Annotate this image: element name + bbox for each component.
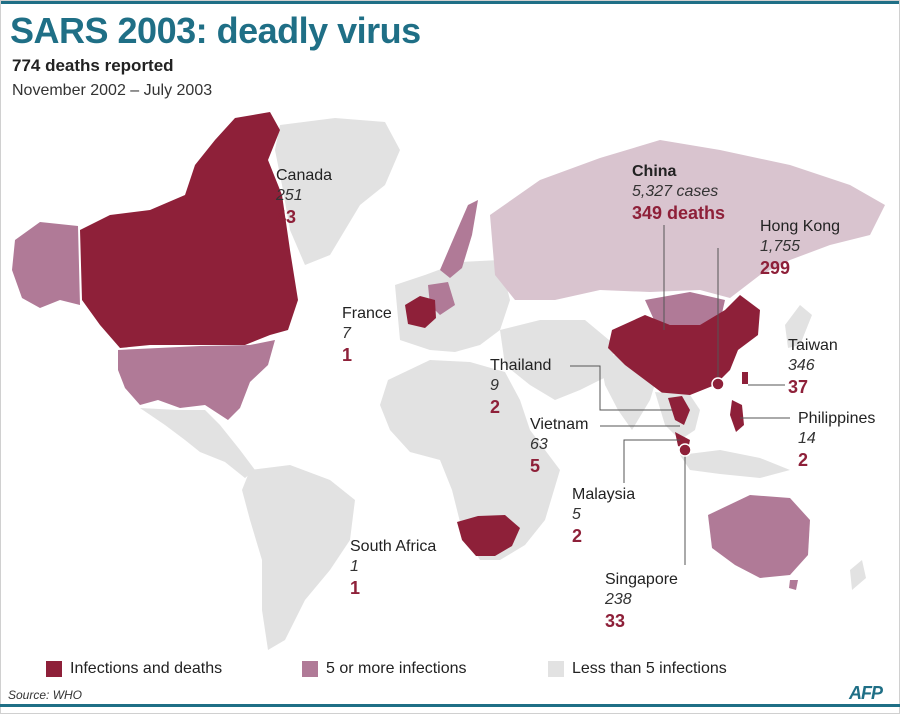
label-france: France 7 1 bbox=[342, 304, 392, 367]
usa-shape bbox=[118, 340, 275, 420]
russia-shape bbox=[490, 140, 885, 300]
case-count: 1,755 bbox=[760, 238, 801, 255]
afp-logo: AFP bbox=[849, 683, 883, 703]
map-legend: Infections and deaths 5 or more infectio… bbox=[0, 660, 900, 684]
singapore-marker bbox=[678, 443, 692, 457]
thailand-vietnam-shape bbox=[668, 396, 690, 425]
label-hongkong: Hong Kong 1,755 299 bbox=[760, 217, 840, 280]
france-shape bbox=[405, 296, 436, 328]
label-china: China 5,327 cases 349 deaths bbox=[632, 162, 725, 225]
legend-swatch bbox=[46, 661, 62, 677]
death-count: 37 bbox=[788, 377, 809, 397]
country-name: Hong Kong bbox=[760, 218, 841, 235]
death-count: 1 bbox=[342, 345, 353, 365]
mexico-shape bbox=[140, 408, 255, 478]
case-count: 238 bbox=[605, 591, 632, 608]
indonesia-shape bbox=[680, 450, 790, 478]
country-name: Thailand bbox=[490, 357, 552, 374]
middle-east-shape bbox=[500, 320, 615, 400]
label-south-africa: South Africa 1 1 bbox=[350, 537, 436, 600]
case-count: 251 bbox=[276, 187, 303, 204]
case-count: 5 bbox=[572, 506, 581, 523]
case-count: 5,327 cases bbox=[632, 183, 719, 200]
australia-shape bbox=[708, 495, 810, 578]
legend-label: 5 or more infections bbox=[326, 660, 467, 677]
country-name: Taiwan bbox=[788, 337, 838, 354]
greenland-shape bbox=[275, 118, 400, 265]
label-thailand: Thailand 9 2 bbox=[490, 356, 551, 419]
top-accent-line bbox=[0, 0, 900, 4]
deaths-subtitle: 774 deaths reported bbox=[12, 56, 174, 75]
tasmania-shape bbox=[789, 580, 798, 590]
country-name: Vietnam bbox=[530, 416, 589, 433]
alaska-shape bbox=[12, 222, 80, 308]
case-count: 63 bbox=[530, 436, 548, 453]
label-vietnam: Vietnam 63 5 bbox=[530, 415, 588, 478]
country-name: France bbox=[342, 305, 392, 322]
source-credit: Source: WHO bbox=[8, 688, 83, 702]
case-count: 7 bbox=[342, 325, 351, 342]
philippines-shape bbox=[730, 400, 744, 432]
page-title: SARS 2003: deadly virus bbox=[10, 10, 421, 51]
death-count: 5 bbox=[530, 456, 541, 476]
mongolia-shape bbox=[645, 292, 725, 328]
case-count: 9 bbox=[490, 377, 499, 394]
label-singapore: Singapore 238 33 bbox=[605, 570, 678, 633]
case-count: 346 bbox=[788, 357, 815, 374]
legend-label: Less than 5 infections bbox=[572, 660, 727, 677]
taiwan-shape bbox=[742, 372, 748, 384]
africa-shape bbox=[380, 360, 560, 560]
death-count: 299 bbox=[760, 258, 791, 278]
label-taiwan: Taiwan 346 37 bbox=[788, 336, 838, 399]
leader-lines bbox=[570, 225, 790, 565]
label-philippines: Philippines 14 2 bbox=[798, 409, 875, 472]
country-name: South Africa bbox=[350, 538, 437, 555]
legend-swatch bbox=[548, 661, 564, 677]
label-malaysia: Malaysia 5 2 bbox=[572, 485, 635, 548]
new-zealand-shape bbox=[850, 560, 866, 590]
country-name: Singapore bbox=[605, 571, 678, 588]
south-africa-shape bbox=[457, 515, 520, 556]
country-name: Canada bbox=[276, 167, 333, 184]
country-name: China bbox=[632, 163, 677, 180]
case-count: 1 bbox=[350, 558, 359, 575]
leader-thailand bbox=[570, 365, 672, 411]
death-count: 1 bbox=[350, 578, 361, 598]
hongkong-marker bbox=[711, 377, 725, 391]
legend-swatch bbox=[302, 661, 318, 677]
south-america-shape bbox=[242, 465, 355, 650]
label-canada: Canada 251 43 bbox=[276, 166, 332, 229]
country-name: Malaysia bbox=[572, 486, 636, 503]
death-count: 33 bbox=[605, 611, 626, 631]
china-shape bbox=[608, 295, 760, 395]
legend-label: Infections and deaths bbox=[70, 660, 223, 677]
death-count: 2 bbox=[490, 397, 501, 417]
scandinavia-shape bbox=[440, 200, 478, 278]
legend-item-five-or-more: 5 or more infections bbox=[302, 660, 467, 678]
leader-malaysia bbox=[623, 439, 680, 483]
legend-item-infections-deaths: Infections and deaths bbox=[46, 660, 222, 678]
bottom-accent-line bbox=[0, 704, 900, 707]
death-count: 2 bbox=[798, 450, 809, 470]
death-count: 43 bbox=[276, 207, 297, 227]
country-name: Philippines bbox=[798, 410, 876, 427]
canada-shape bbox=[80, 112, 298, 348]
date-range: November 2002 – July 2003 bbox=[12, 82, 213, 99]
japan-shape bbox=[785, 305, 812, 348]
death-count: 349 deaths bbox=[632, 203, 726, 223]
legend-item-less-than-five: Less than 5 infections bbox=[548, 660, 727, 678]
case-count: 14 bbox=[798, 430, 816, 447]
death-count: 2 bbox=[572, 526, 583, 546]
